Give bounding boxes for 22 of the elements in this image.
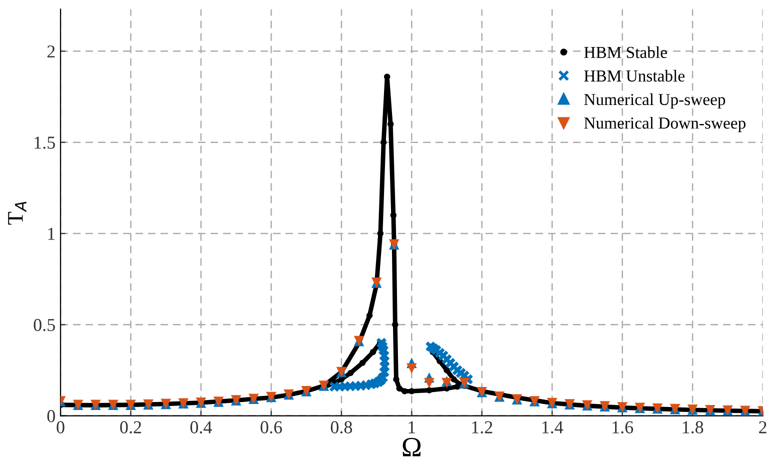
y-tick-label: 2 xyxy=(47,45,55,58)
legend-label: Numerical Down-sweep xyxy=(584,116,746,132)
x-axis-title: Ω xyxy=(402,438,421,456)
x-tick-label: 1.8 xyxy=(682,421,704,434)
legend-label: Numerical Up-sweep xyxy=(584,93,726,109)
y-tick-label: 0.5 xyxy=(34,318,55,332)
x-tick-label: 0.6 xyxy=(260,421,282,434)
x-tick-label: 1.4 xyxy=(542,421,564,434)
x-tick-label: 0.8 xyxy=(330,421,352,434)
x-tick-label: 1 xyxy=(408,421,416,434)
x-tick-label: 1.2 xyxy=(472,421,492,434)
x-tick-label: 1.6 xyxy=(612,421,634,434)
x-tick-label: 0.4 xyxy=(190,421,212,434)
x-tick-label: 0.2 xyxy=(120,421,142,434)
y-tick-label: 1.5 xyxy=(34,136,55,149)
y-tick-label: 0 xyxy=(47,410,55,422)
legend-label: HBM Stable xyxy=(584,46,667,58)
x-tick-label: 2 xyxy=(759,421,766,434)
legend-label: HBM Unstable xyxy=(584,70,684,82)
x-tick-label: 0 xyxy=(56,421,64,434)
y-axis-title: T$_{A}$ xyxy=(8,202,26,225)
y-tick-label: 1 xyxy=(48,228,55,240)
